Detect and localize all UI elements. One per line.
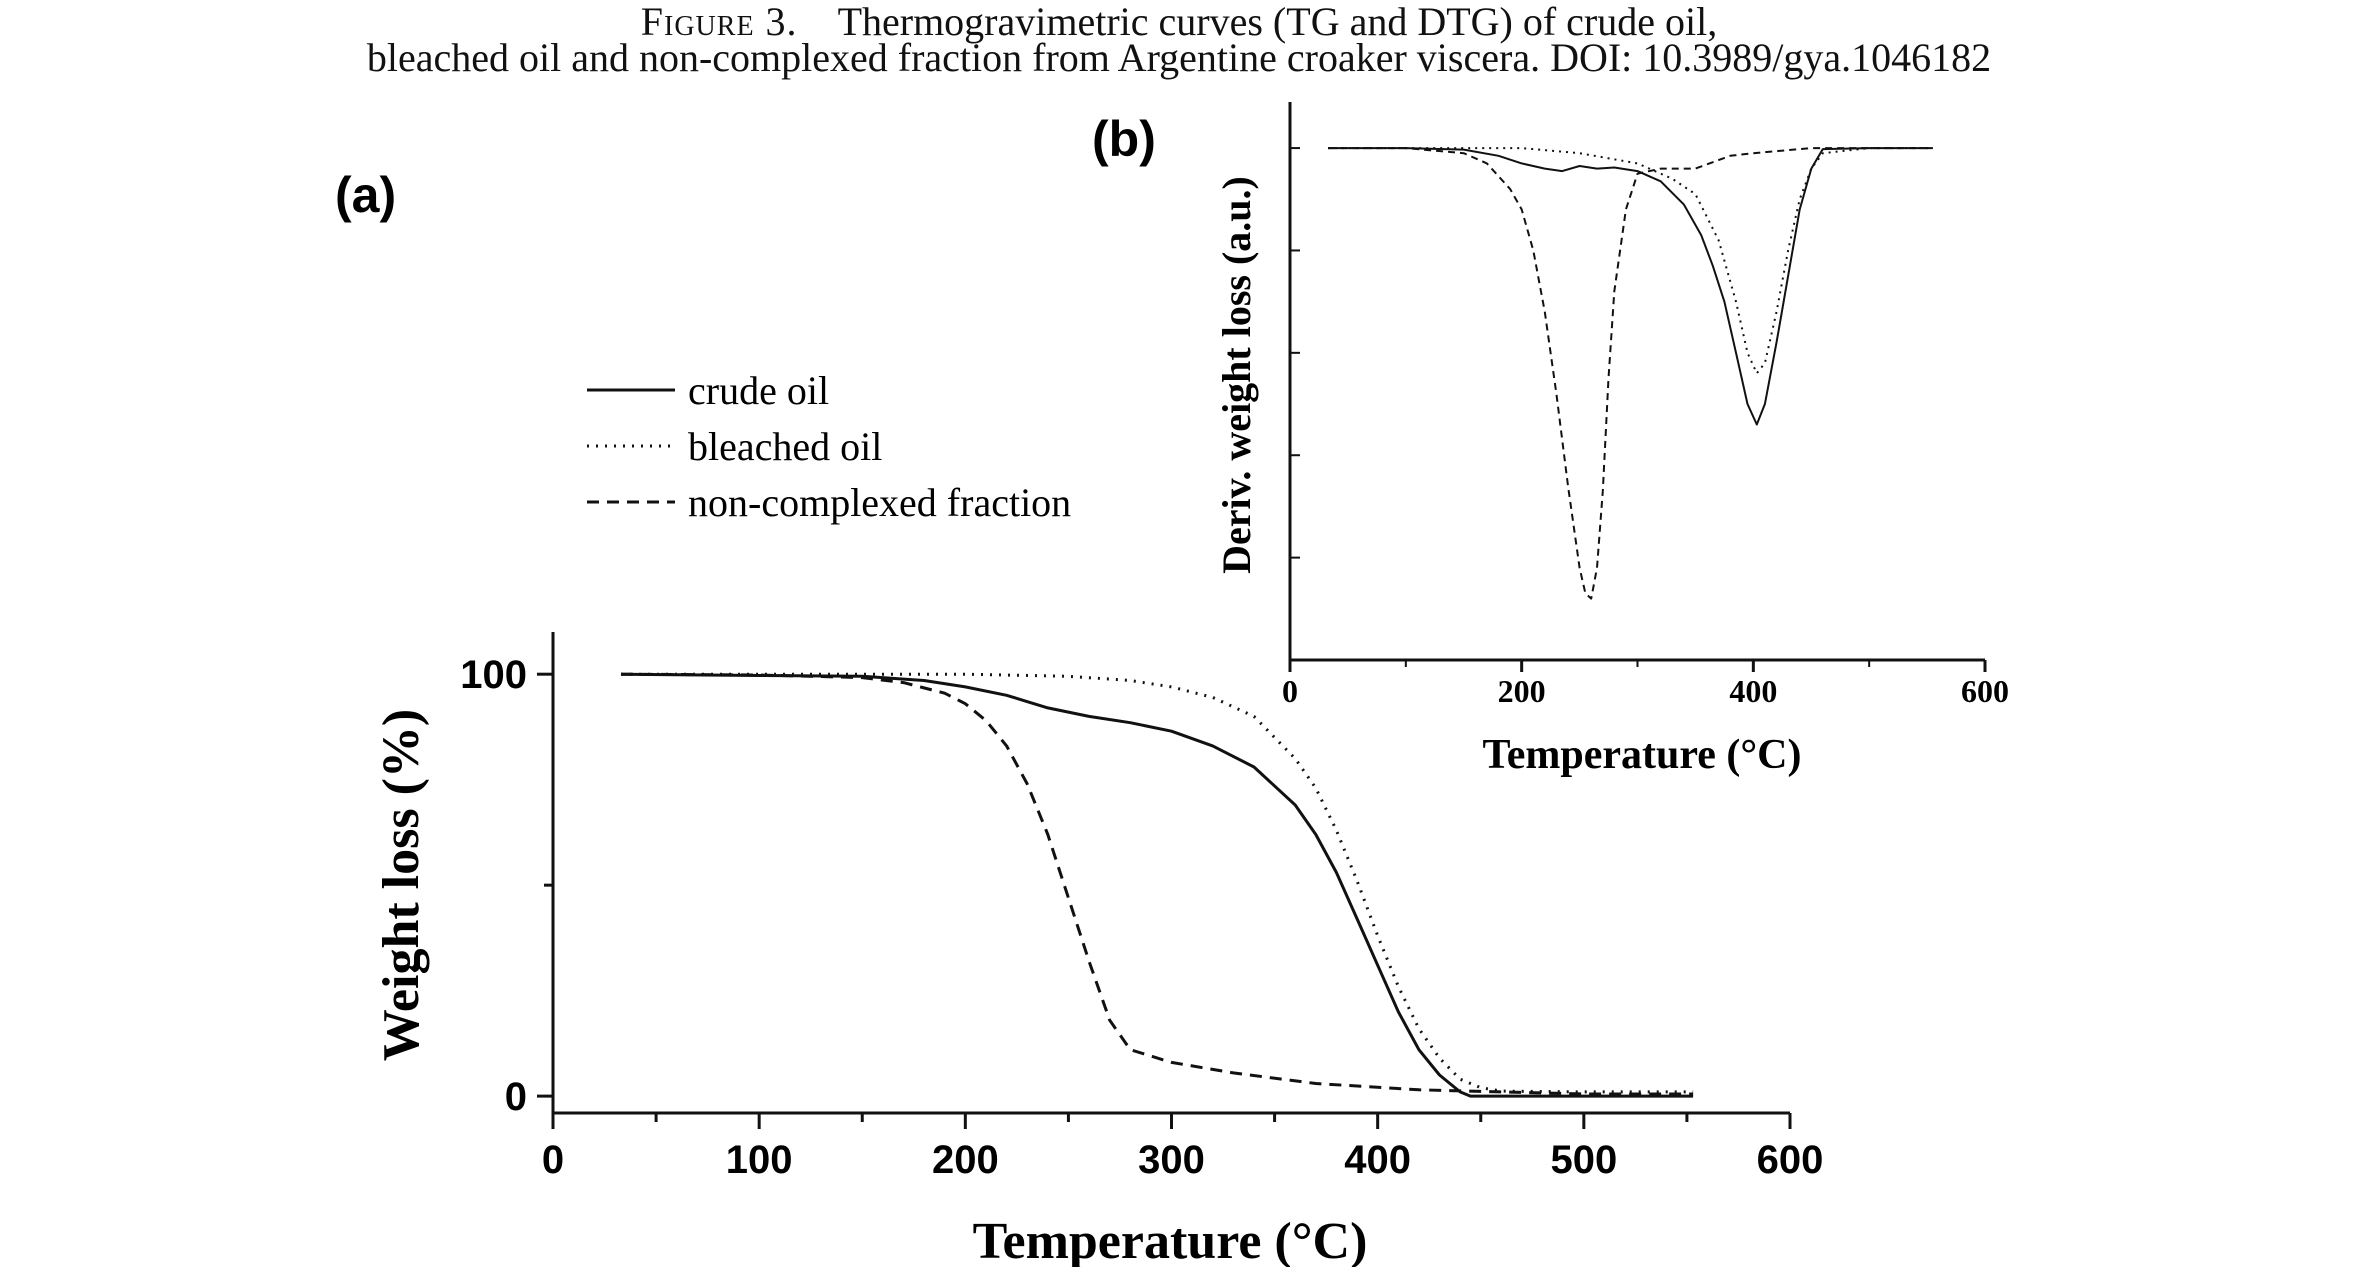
- series-line-crude-oil: [1328, 147, 1933, 426]
- x-tick-label: 200: [1498, 673, 1546, 709]
- x-tick-label: 200: [932, 1138, 999, 1182]
- series-line-bleached-oil: [1328, 147, 1933, 375]
- x-tick-label: 100: [726, 1138, 793, 1182]
- x-tick-label: 0: [542, 1138, 564, 1182]
- x-tick-label: 0: [1282, 673, 1298, 709]
- x-tick-label: 300: [1138, 1138, 1205, 1182]
- legend-label-non-complexed-fraction: non-complexed fraction: [688, 480, 1071, 525]
- caption-line-1: Figure 3. Thermogravimetric curves (TG a…: [0, 2, 2358, 42]
- legend-label-bleached-oil: bleached oil: [688, 424, 882, 469]
- series-line-non-complexed-fraction: [620, 672, 1694, 1096]
- caption-label: Figure 3.: [640, 0, 798, 44]
- y-axis-title: Weight loss (%): [373, 709, 430, 1061]
- x-tick-label: 500: [1550, 1138, 1617, 1182]
- x-tick-label: 600: [1757, 1138, 1824, 1182]
- x-tick-label: 400: [1344, 1138, 1411, 1182]
- x-tick-label: 600: [1961, 673, 2009, 709]
- legend-label-crude-oil: crude oil: [688, 368, 829, 413]
- panel-b-chart: (b) 0 200 400 600 Temperature (°C) Deriv. w…: [1092, 102, 2009, 778]
- panel-a-label: (a): [335, 167, 396, 223]
- x-axis-title: Temperature (°C): [973, 1213, 1368, 1267]
- legend: crude oil bleached oil non-complexed fract…: [587, 368, 1071, 525]
- caption-text-1: Thermogravimetric curves (TG and DTG) of…: [837, 0, 1718, 44]
- panel-a-chart: (a) crude oil bleached oil non-complexed f…: [335, 167, 1823, 1267]
- caption-line-2: bleached oil and non-complexed fraction …: [366, 35, 1992, 80]
- series-line-non-complexed-fraction: [1328, 147, 1933, 600]
- x-axis-title: Temperature (°C): [1483, 732, 1802, 778]
- y-axis-title: Deriv. weight loss (a.u.): [1214, 176, 1259, 574]
- y-tick-label: 0: [505, 1075, 527, 1119]
- x-tick-label: 400: [1729, 673, 1777, 709]
- panel-b-label: (b): [1092, 111, 1156, 167]
- y-tick-label: 100: [460, 653, 527, 697]
- series-line-bleached-oil: [621, 672, 1694, 1094]
